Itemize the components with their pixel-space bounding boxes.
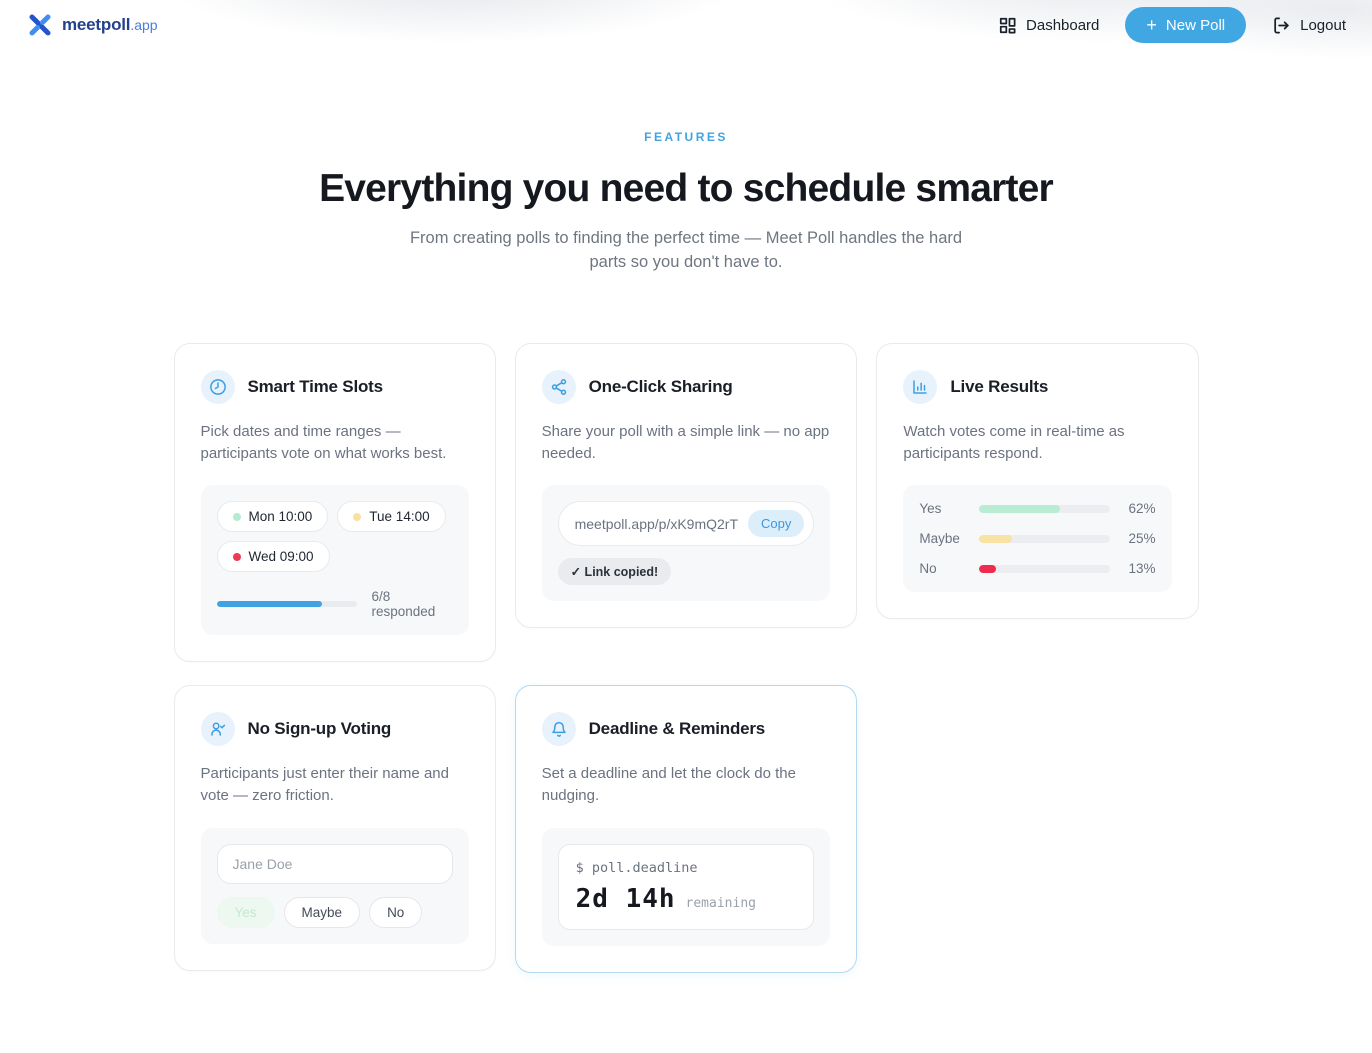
response-progress-bar bbox=[216, 601, 358, 608]
terminal-command: $ poll.deadline bbox=[575, 859, 698, 876]
new-poll-label: New Poll bbox=[1165, 16, 1226, 34]
live-results-demo: Yes 62% Maybe 25% No 13% bbox=[903, 485, 1172, 593]
result-label: Maybe bbox=[919, 531, 960, 547]
bell-icon bbox=[541, 712, 576, 747]
sharing-demo: meetpoll.app/p/xK9mQ2rT Copy ✓ Link copi… bbox=[541, 485, 831, 602]
voting-demo: Yes Maybe No bbox=[200, 827, 469, 944]
result-label: No bbox=[919, 561, 937, 577]
time-slot-label: Mon 10:00 bbox=[248, 509, 313, 525]
deadline-terminal: $ poll.deadline 2d 14h remaining bbox=[557, 843, 815, 930]
result-row-maybe: Maybe 25% bbox=[919, 531, 1155, 546]
card-title: One-Click Sharing bbox=[588, 376, 733, 396]
poll-link-field: meetpoll.app/p/xK9mQ2rT Copy bbox=[557, 501, 815, 547]
clock-icon bbox=[200, 369, 235, 404]
card-title: Live Results bbox=[950, 376, 1049, 396]
card-description: Pick dates and time ranges — participant… bbox=[200, 422, 447, 463]
time-slot-label: Wed 09:00 bbox=[248, 549, 314, 565]
slot-dot-green bbox=[232, 512, 241, 521]
brand-suffix: .app bbox=[130, 17, 158, 33]
result-bar-fill bbox=[979, 504, 1061, 513]
dashboard-icon bbox=[999, 17, 1016, 33]
name-input[interactable] bbox=[216, 843, 453, 884]
slot-dot-amber bbox=[353, 512, 362, 521]
card-title: Smart Time Slots bbox=[247, 376, 384, 396]
nav-logout[interactable]: Logout bbox=[1272, 16, 1346, 35]
brand[interactable]: meetpoll.app bbox=[25, 10, 158, 40]
result-bar-fill bbox=[979, 564, 997, 573]
header: meetpoll.app Dashboard + New Poll Logout bbox=[0, 0, 1372, 50]
nav-dashboard[interactable]: Dashboard bbox=[998, 16, 1099, 35]
result-percentage: 25% bbox=[1128, 531, 1156, 547]
vote-option-no[interactable]: No bbox=[369, 896, 423, 928]
time-slot-chip-wed[interactable]: Wed 09:00 bbox=[216, 541, 330, 573]
section-subtitle: From creating polls to finding the perfe… bbox=[409, 229, 963, 271]
result-row-yes: Yes 62% bbox=[919, 501, 1155, 516]
copy-link-button[interactable]: Copy bbox=[748, 510, 805, 538]
time-slot-chip-tue[interactable]: Tue 14:00 bbox=[337, 501, 446, 533]
result-percentage: 13% bbox=[1128, 561, 1156, 577]
features-grid: Smart Time Slots Pick dates and time ran… bbox=[173, 342, 1199, 1053]
card-description: Participants just enter their name and v… bbox=[200, 765, 449, 805]
section-eyebrow: FEATURES bbox=[644, 130, 728, 144]
plus-icon: + bbox=[1146, 15, 1157, 35]
response-progress-fill bbox=[216, 601, 323, 608]
features-hero: FEATURES Everything you need to schedule… bbox=[0, 50, 1372, 275]
result-label: Yes bbox=[919, 501, 942, 517]
response-progress-label: 6/8 responded bbox=[371, 589, 436, 620]
feature-card-deadline-reminders: Deadline & Reminders Set a deadline and … bbox=[514, 685, 858, 973]
result-row-no: No 13% bbox=[919, 561, 1155, 576]
header-nav: Dashboard + New Poll Logout bbox=[998, 7, 1346, 43]
vote-option-maybe[interactable]: Maybe bbox=[283, 896, 361, 928]
card-description: Set a deadline and let the clock do the … bbox=[541, 765, 796, 805]
new-poll-button[interactable]: + New Poll bbox=[1125, 7, 1247, 43]
card-description: Watch votes come in real-time as partici… bbox=[903, 422, 1125, 463]
feature-card-one-click-sharing: One-Click Sharing Share your poll with a… bbox=[514, 342, 858, 629]
brand-logo-icon bbox=[29, 14, 51, 36]
result-bar bbox=[979, 504, 1110, 513]
logout-icon bbox=[1274, 17, 1289, 33]
time-slots-demo: Mon 10:00 Tue 14:00 Wed 09:00 6/8 respon… bbox=[200, 485, 469, 636]
slot-dot-red bbox=[232, 552, 241, 561]
card-title: No Sign-up Voting bbox=[247, 719, 392, 739]
feature-card-smart-time-slots: Smart Time Slots Pick dates and time ran… bbox=[173, 342, 496, 663]
card-description: Share your poll with a simple link — no … bbox=[541, 422, 830, 463]
brand-name: meetpoll bbox=[62, 15, 131, 34]
poll-link-url: meetpoll.app/p/xK9mQ2rT bbox=[574, 515, 739, 532]
countdown-suffix: remaining bbox=[685, 895, 756, 911]
time-slot-chip-mon[interactable]: Mon 10:00 bbox=[216, 501, 329, 533]
result-bar bbox=[979, 534, 1110, 543]
nav-logout-label: Logout bbox=[1300, 16, 1346, 34]
countdown-value: 2d 14h bbox=[575, 883, 676, 914]
result-bar bbox=[979, 564, 1110, 573]
user-check-icon bbox=[200, 712, 235, 747]
bar-chart-icon bbox=[903, 369, 938, 404]
time-slot-label: Tue 14:00 bbox=[369, 509, 430, 525]
vote-option-yes[interactable]: Yes bbox=[216, 896, 275, 928]
result-percentage: 62% bbox=[1128, 501, 1156, 517]
feature-card-no-signup-voting: No Sign-up Voting Participants just ente… bbox=[173, 685, 496, 971]
card-title: Deadline & Reminders bbox=[588, 719, 766, 739]
section-title: Everything you need to schedule smarter bbox=[319, 167, 1054, 210]
link-copied-badge: ✓ Link copied! bbox=[557, 558, 672, 586]
nav-dashboard-label: Dashboard bbox=[1026, 16, 1100, 34]
deadline-demo: $ poll.deadline 2d 14h remaining bbox=[541, 827, 831, 946]
feature-card-live-results: Live Results Watch votes come in real-ti… bbox=[876, 342, 1199, 620]
result-bar-fill bbox=[979, 534, 1012, 543]
share-icon bbox=[541, 369, 576, 404]
